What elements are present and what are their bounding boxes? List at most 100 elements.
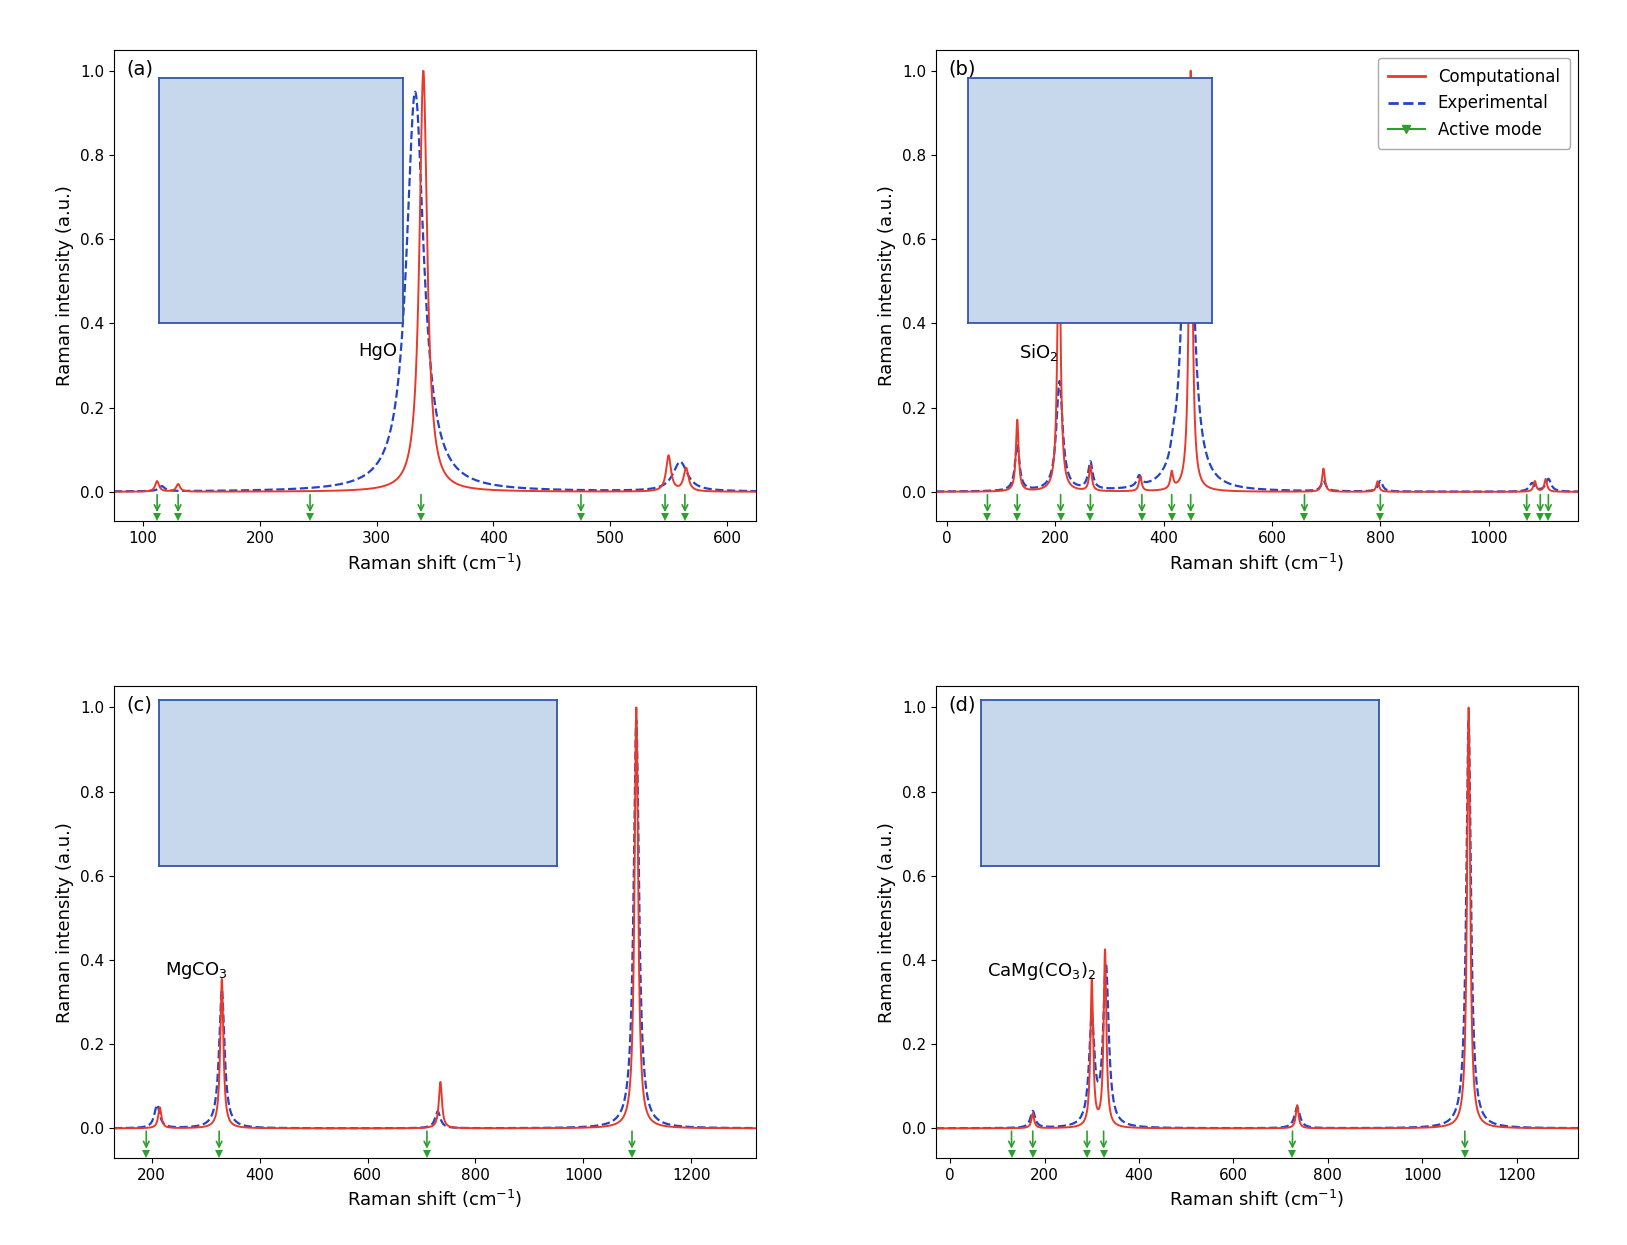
Text: (a): (a)	[127, 60, 153, 78]
X-axis label: Raman shift (cm$^{-1}$): Raman shift (cm$^{-1}$)	[1170, 552, 1346, 574]
Computational	[1459, 700, 1479, 715]
Computational	[1402, 484, 1422, 499]
Line: Experimental: Experimental	[114, 92, 757, 492]
Computational	[1158, 478, 1178, 493]
Computational	[615, 1108, 635, 1123]
Experimental	[1459, 712, 1479, 727]
Computational	[337, 1120, 356, 1135]
Experimental	[1334, 1120, 1354, 1135]
Computational	[337, 1120, 356, 1135]
Legend: Computational, Experimental, Active mode: Computational, Experimental, Active mode	[1378, 59, 1570, 149]
Experimental	[1402, 484, 1422, 499]
Experimental	[581, 1119, 600, 1134]
Experimental	[615, 1093, 635, 1108]
Line: Computational: Computational	[936, 71, 1578, 492]
Experimental	[958, 484, 978, 499]
Computational	[137, 1120, 156, 1135]
Experimental	[137, 483, 156, 498]
Computational	[958, 1120, 978, 1135]
Line: Computational: Computational	[936, 707, 1578, 1128]
Computational	[137, 484, 156, 499]
Experimental	[926, 484, 945, 499]
X-axis label: Raman shift (cm$^{-1}$): Raman shift (cm$^{-1}$)	[1170, 1188, 1346, 1210]
Line: Computational: Computational	[114, 707, 757, 1128]
Experimental	[1158, 1120, 1178, 1135]
Experimental	[1568, 1120, 1588, 1135]
Experimental	[626, 712, 646, 727]
Computational	[747, 484, 766, 499]
Y-axis label: Raman intensity (a.u.): Raman intensity (a.u.)	[879, 186, 896, 386]
Computational	[104, 484, 124, 499]
Text: (b): (b)	[949, 60, 976, 78]
Computational	[626, 700, 646, 715]
Y-axis label: Raman intensity (a.u.): Raman intensity (a.u.)	[57, 186, 75, 386]
Computational	[1456, 484, 1476, 499]
Computational	[1402, 1120, 1422, 1135]
Computational	[958, 484, 978, 499]
Text: CaMg(CO$_3$)$_2$: CaMg(CO$_3$)$_2$	[988, 960, 1097, 982]
Text: SiO$_2$: SiO$_2$	[1020, 342, 1059, 364]
Experimental	[104, 484, 124, 499]
Computational	[104, 1120, 124, 1135]
Computational	[1437, 484, 1456, 499]
Computational	[1181, 63, 1201, 78]
Computational	[513, 1120, 532, 1135]
Experimental	[1568, 484, 1588, 499]
Experimental	[581, 483, 600, 498]
Experimental	[1158, 447, 1178, 462]
Text: (c): (c)	[127, 696, 153, 715]
Experimental	[747, 1120, 766, 1135]
X-axis label: Raman shift (cm$^{-1}$): Raman shift (cm$^{-1}$)	[347, 552, 522, 574]
Computational	[615, 484, 635, 499]
Experimental	[485, 1120, 504, 1135]
Experimental	[615, 483, 635, 498]
Computational	[581, 484, 600, 499]
Computational	[1437, 1118, 1456, 1133]
Experimental	[1464, 484, 1484, 499]
Computational	[1568, 484, 1588, 499]
Experimental	[405, 85, 425, 100]
Y-axis label: Raman intensity (a.u.): Raman intensity (a.u.)	[879, 822, 896, 1022]
Experimental	[337, 1120, 356, 1135]
Computational	[1568, 1120, 1588, 1135]
Line: Experimental: Experimental	[936, 91, 1578, 492]
Experimental	[485, 477, 504, 492]
Line: Experimental: Experimental	[936, 720, 1578, 1128]
Experimental	[1306, 1120, 1326, 1135]
Experimental	[958, 1120, 978, 1135]
Experimental	[1178, 83, 1197, 98]
Experimental	[337, 476, 356, 491]
Experimental	[1402, 1119, 1422, 1134]
Computational	[485, 1120, 504, 1135]
Experimental	[747, 483, 766, 498]
Experimental	[513, 1120, 532, 1135]
Computational	[747, 1120, 766, 1135]
Experimental	[137, 1119, 156, 1134]
Computational	[337, 483, 356, 498]
Experimental	[1437, 1114, 1456, 1129]
Experimental	[926, 1120, 945, 1135]
Text: (d): (d)	[949, 696, 976, 715]
Experimental	[513, 481, 532, 496]
Experimental	[1437, 484, 1456, 499]
Experimental	[104, 1120, 124, 1135]
Text: HgO: HgO	[358, 342, 397, 360]
Experimental	[1334, 483, 1354, 498]
Experimental	[350, 1120, 369, 1135]
Computational	[1306, 1120, 1326, 1135]
Computational	[1158, 1120, 1178, 1135]
Computational	[413, 63, 433, 78]
Computational	[1306, 483, 1326, 498]
Computational	[485, 483, 504, 498]
Computational	[1334, 1120, 1354, 1135]
Text: MgCO$_3$: MgCO$_3$	[166, 960, 228, 981]
X-axis label: Raman shift (cm$^{-1}$): Raman shift (cm$^{-1}$)	[347, 1188, 522, 1210]
Line: Experimental: Experimental	[114, 720, 757, 1128]
Line: Computational: Computational	[114, 71, 757, 492]
Experimental	[1306, 482, 1326, 497]
Computational	[926, 1120, 945, 1135]
Computational	[926, 484, 945, 499]
Y-axis label: Raman intensity (a.u.): Raman intensity (a.u.)	[57, 822, 75, 1022]
Computational	[513, 483, 532, 498]
Computational	[1334, 484, 1354, 499]
